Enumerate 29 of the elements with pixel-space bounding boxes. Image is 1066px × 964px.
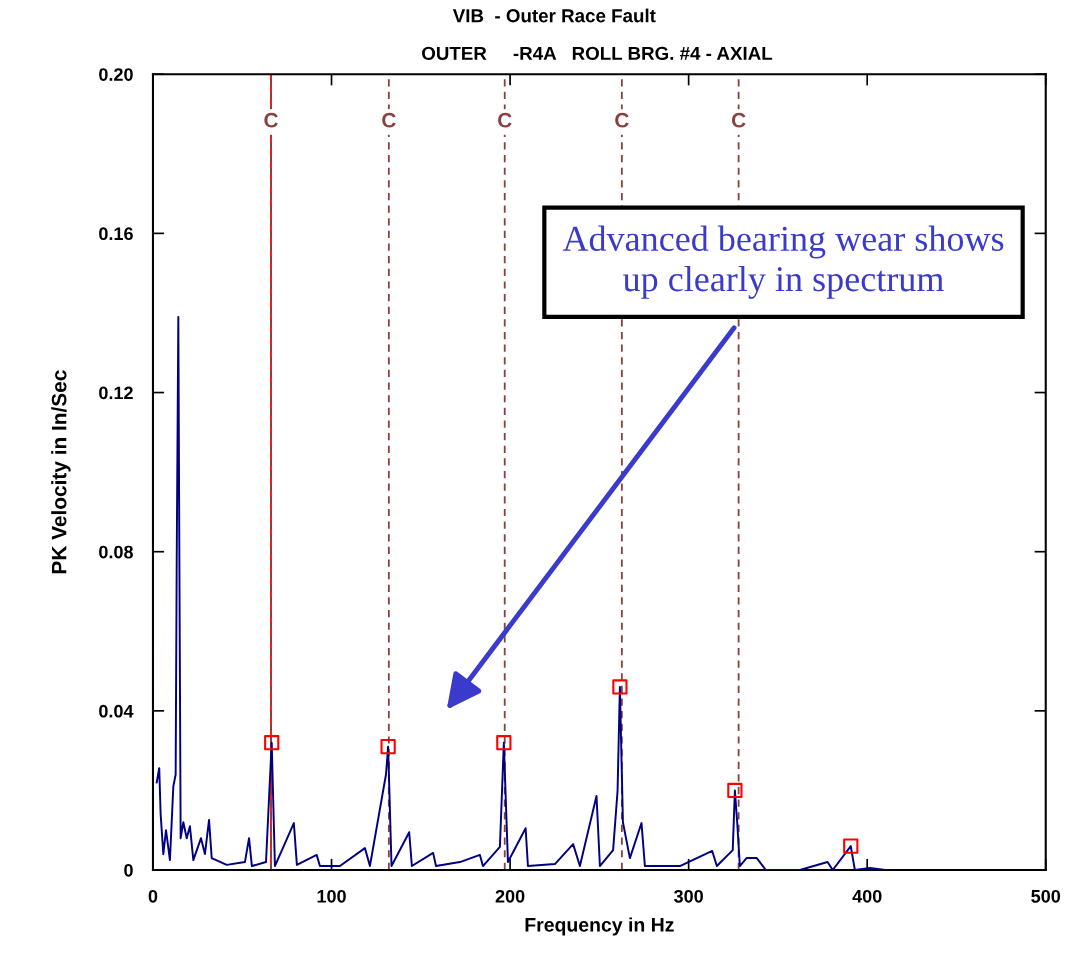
chart-title: VIB - Outer Race Fault [452,8,656,23]
point [264,735,280,751]
x-tick-label: 400 [852,889,882,903]
x-tick-label: 100 [317,889,346,903]
line-series [155,315,888,871]
ref-line-label: C [615,112,629,128]
point [612,679,628,695]
annotation: Advanced bearing wear shows up clearly in spectrum [562,225,1004,299]
ref-line-label: C [264,112,278,128]
x-tick-label: 500 [1031,889,1061,903]
ref-line-label: C [382,112,396,128]
point [843,838,859,854]
x-axis-title: Frequency in Hz [525,917,674,936]
ref-line-label: C [498,112,512,128]
chart-subtitle: OUTER -R4A ROLL BRG. #4 - AXIAL [422,46,773,60]
x-tick-label: 0 [148,889,158,903]
x-tick-label: 300 [673,889,703,903]
x-tick-label: 200 [495,889,525,903]
y-tick-label: 0.12 [99,386,133,400]
y-tick-label: 0.08 [99,545,133,559]
y-tick-label: 0.20 [99,68,133,81]
y-tick-label: 0.04 [99,704,134,718]
ref-line-label: C [731,112,746,128]
point [496,735,512,751]
y-tick-label: 0 [124,863,133,877]
point [727,782,743,799]
y-tick-label: 0.16 [99,227,133,241]
point [380,739,396,755]
y-axis-title: PK Velocity in In/Sec [51,370,71,574]
